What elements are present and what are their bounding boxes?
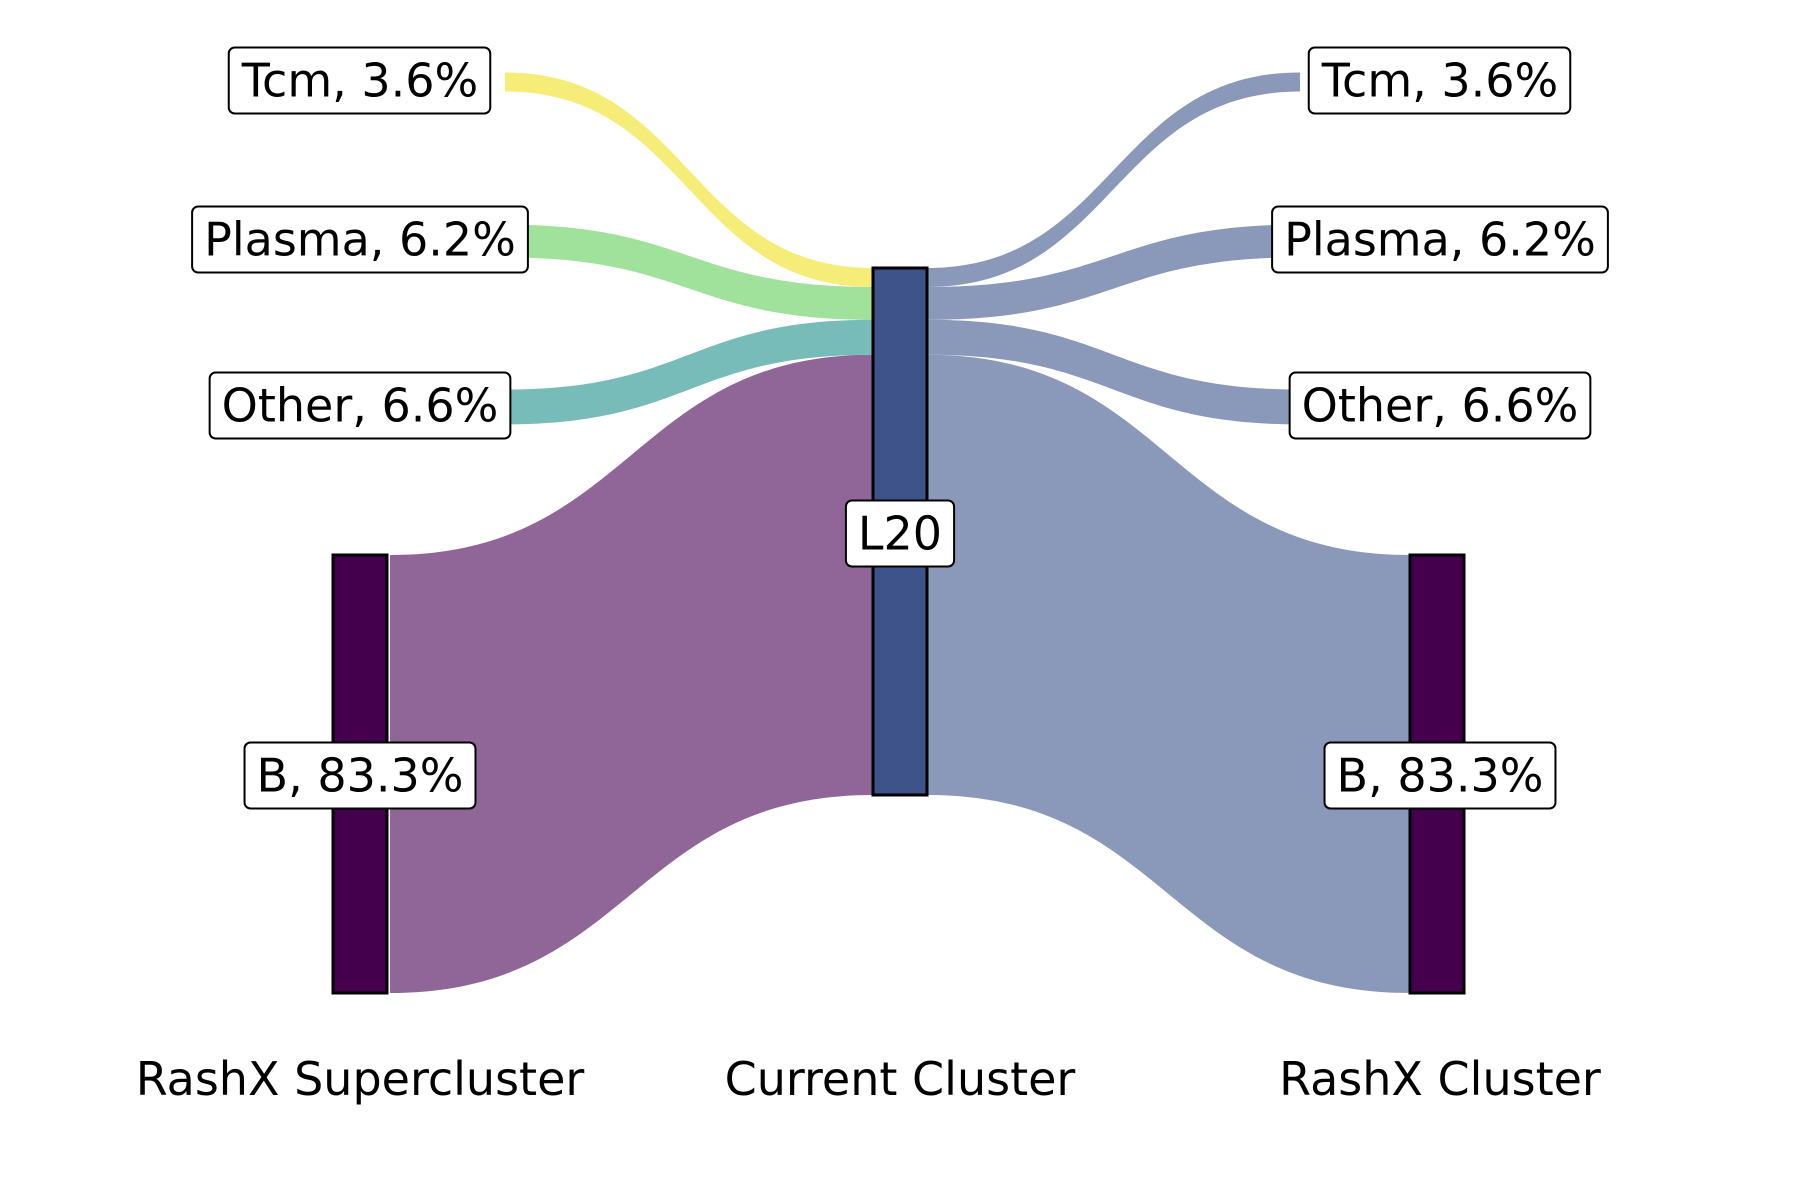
flow-right-tcm xyxy=(927,72,1300,288)
column-label-current-cluster: Current Cluster xyxy=(725,1052,1076,1106)
label-left-b-box xyxy=(243,741,477,810)
label-right-other: Other, 6.6% xyxy=(1288,371,1592,440)
label-right-b-text: B, 83.3% xyxy=(1337,749,1544,803)
flow-right-other xyxy=(927,319,1300,425)
label-left-other: Other, 6.6% xyxy=(208,371,512,440)
label-left-other-box xyxy=(208,371,512,440)
flow-left-plasma xyxy=(505,224,873,320)
label-center-l20: L20 xyxy=(844,499,956,568)
labels-layer: Tcm, 3.6% Plasma, 6.2% Other, 6.6% B, 83.3%… xyxy=(191,46,1609,810)
label-right-plasma-box xyxy=(1271,205,1609,274)
label-left-tcm-box xyxy=(227,46,492,115)
label-left-b-text: B, 83.3% xyxy=(257,749,464,803)
label-right-tcm: Tcm, 3.6% xyxy=(1307,46,1572,115)
label-right-b-box xyxy=(1323,741,1557,810)
label-left-other-text: Other, 6.6% xyxy=(222,379,499,433)
label-left-plasma-box xyxy=(191,205,529,274)
label-right-plasma-text: Plasma, 6.2% xyxy=(1284,213,1596,267)
label-left-tcm: Tcm, 3.6% xyxy=(227,46,492,115)
label-right-plasma: Plasma, 6.2% xyxy=(1271,205,1609,274)
label-right-tcm-box xyxy=(1307,46,1572,115)
label-right-other-box xyxy=(1288,371,1592,440)
label-center-l20-box xyxy=(844,499,956,568)
flow-right-plasma xyxy=(927,224,1300,320)
column-label-rashx-cluster: RashX Cluster xyxy=(1279,1052,1601,1106)
label-right-b: B, 83.3% xyxy=(1323,741,1557,810)
flow-left-other xyxy=(505,319,873,425)
label-center-l20-text: L20 xyxy=(858,507,942,561)
column-labels-layer: RashX Supercluster Current Cluster RashX… xyxy=(136,1052,1601,1106)
flow-left-b xyxy=(390,354,873,993)
column-label-rashx-supercluster: RashX Supercluster xyxy=(136,1052,585,1106)
label-left-tcm-text: Tcm, 3.6% xyxy=(241,54,479,108)
flow-left-tcm xyxy=(505,72,873,288)
label-left-plasma: Plasma, 6.2% xyxy=(191,205,529,274)
label-right-tcm-text: Tcm, 3.6% xyxy=(1321,54,1559,108)
flows-layer xyxy=(390,72,1410,993)
flow-right-b xyxy=(927,354,1410,993)
label-right-other-text: Other, 6.6% xyxy=(1302,379,1579,433)
label-left-plasma-text: Plasma, 6.2% xyxy=(204,213,516,267)
label-left-b: B, 83.3% xyxy=(243,741,477,810)
